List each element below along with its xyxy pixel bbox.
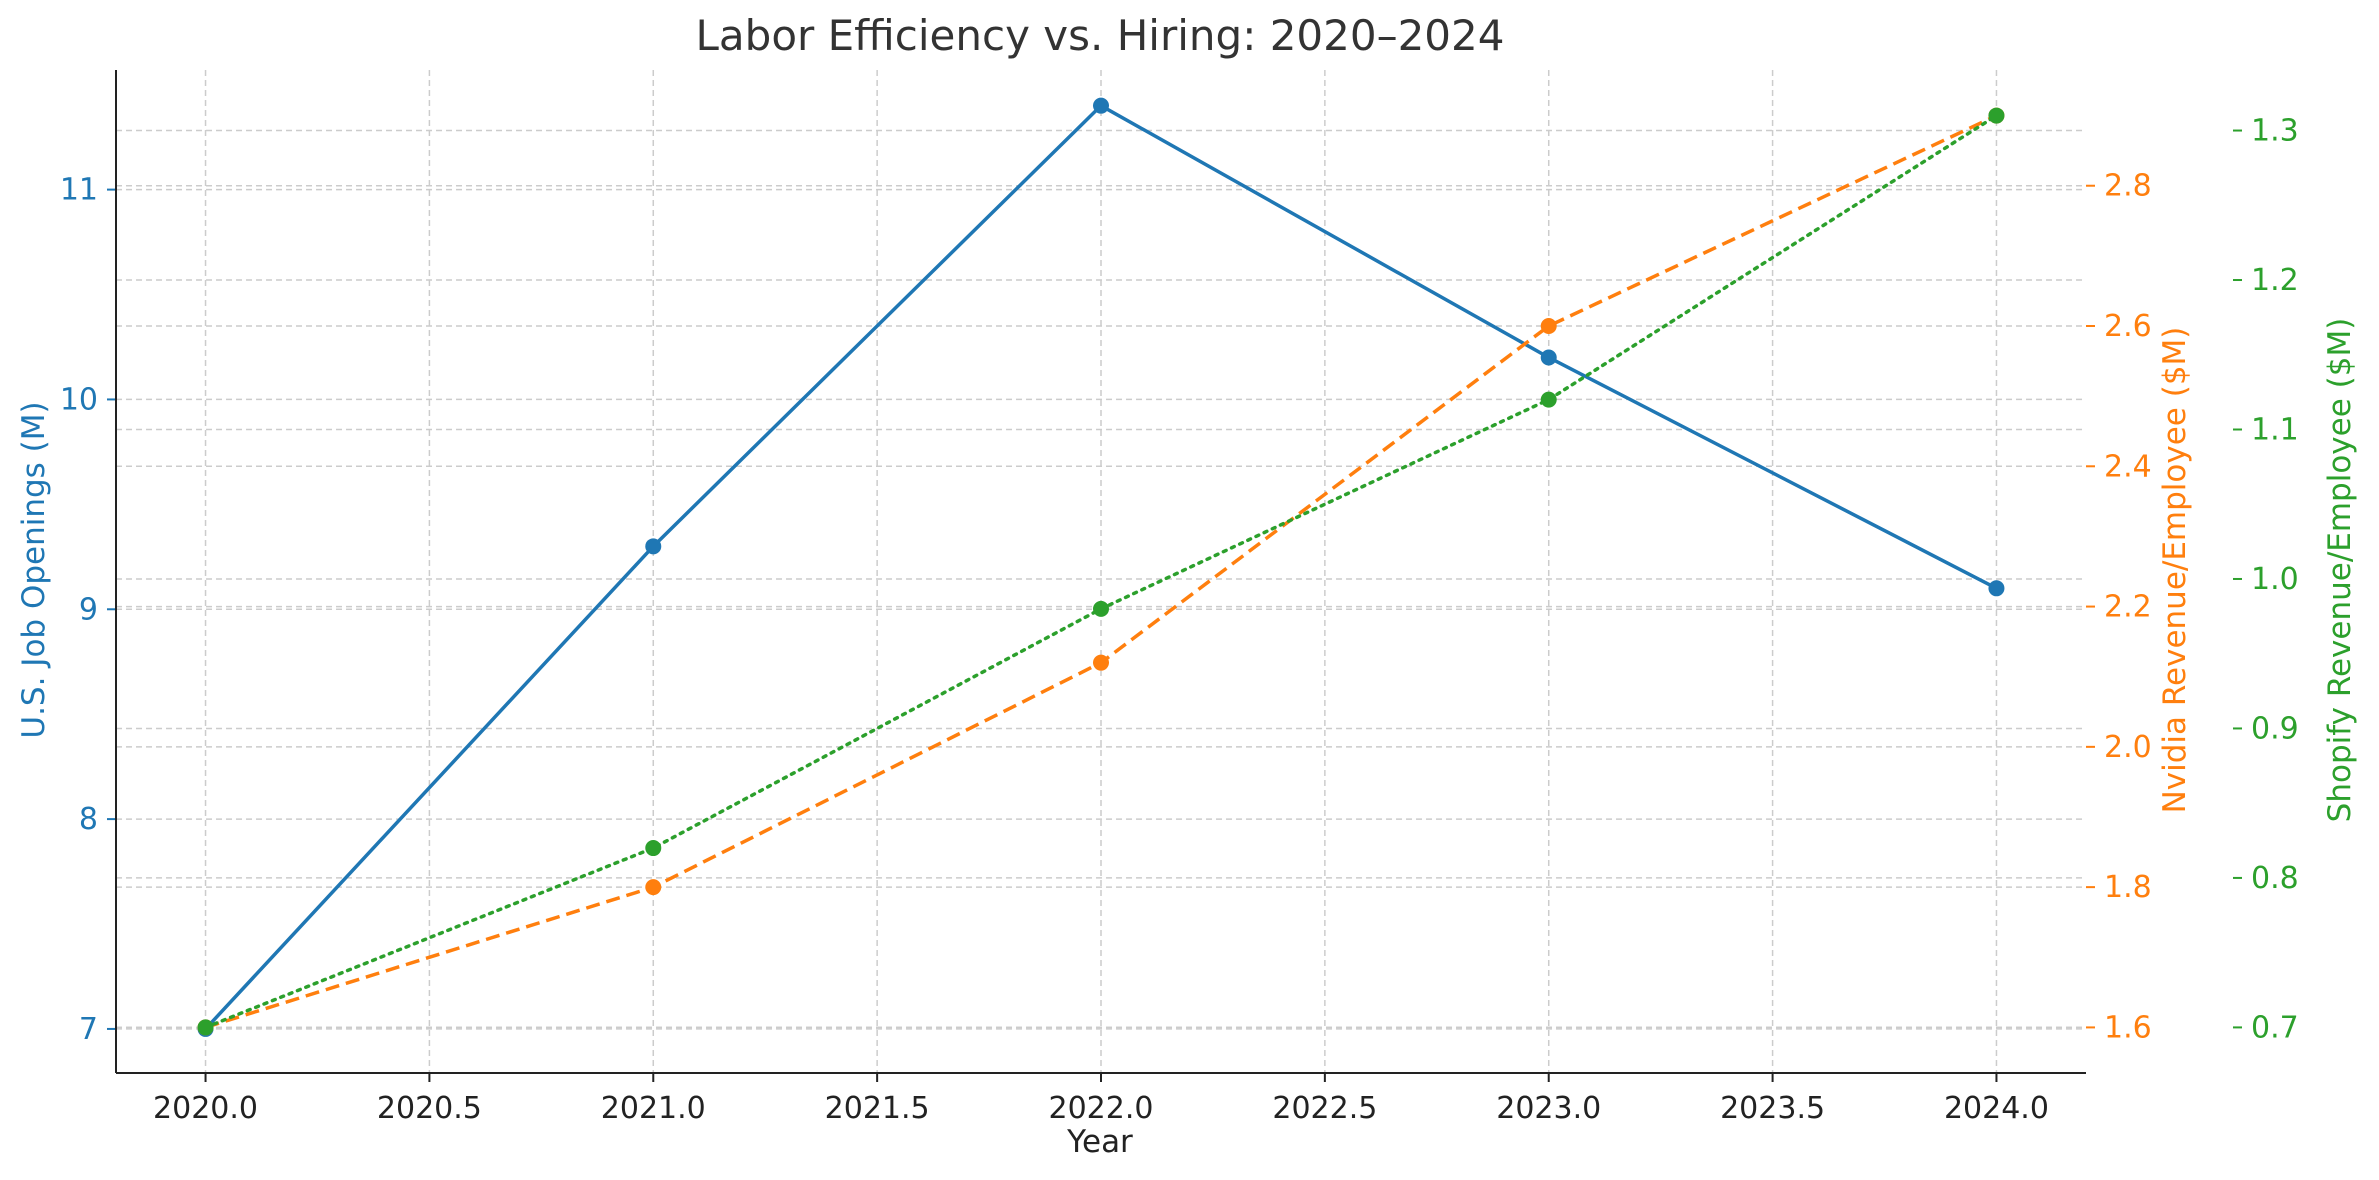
data-point-right2 (645, 840, 662, 857)
y-tick-label-right1: 2.8 (2104, 169, 2152, 204)
y-tick-label-right2: 0.8 (2251, 861, 2299, 896)
y-axis-label-nvidia: Nvidia Revenue/Employee ($M) (2157, 327, 2193, 814)
y-tick-label-left: 9 (79, 592, 98, 627)
y-tick-label-right1: 2.2 (2104, 590, 2152, 625)
y-axis-label-shopify: Shopify Revenue/Employee ($M) (2322, 318, 2358, 823)
data-point-left (1988, 580, 2005, 597)
data-point-right2 (1988, 107, 2005, 124)
y-tick-label-right1: 2.6 (2104, 309, 2152, 344)
y-tick-label-left: 7 (79, 1012, 98, 1047)
y-tick-label-right2: 0.7 (2251, 1010, 2299, 1045)
y-tick-label-left: 11 (60, 173, 98, 208)
x-tick-label: 2021.5 (825, 1091, 930, 1126)
y-tick-label-right2: 1.0 (2251, 562, 2299, 597)
y-tick-label-right2: 1.2 (2251, 263, 2299, 298)
data-point-left (645, 538, 662, 555)
y-tick-label-right2: 1.1 (2251, 412, 2299, 447)
x-tick-label: 2021.0 (601, 1091, 706, 1126)
x-tick-label: 2020.0 (153, 1091, 258, 1126)
x-tick-label: 2023.0 (1496, 1091, 1601, 1126)
data-point-right2 (1540, 391, 1557, 408)
y-tick-label-right1: 2.4 (2104, 449, 2152, 484)
y-tick-label-left: 8 (79, 802, 98, 837)
x-tick-label: 2024.0 (1944, 1091, 2049, 1126)
data-point-right1 (1093, 654, 1109, 671)
y-tick-label-left: 10 (60, 382, 98, 417)
x-tick-label: 2022.5 (1272, 1091, 1377, 1126)
x-tick-label: 2023.5 (1720, 1091, 1825, 1126)
y-axis-label-job-openings: U.S. Job Openings (M) (16, 401, 52, 738)
y-tick-label-right2: 0.9 (2251, 711, 2299, 746)
axes-layer: 2020.0 2020.5 2021.0 2021.5 2022.0 2022.5 2023… (60, 70, 2299, 1126)
y-tick-label-right1: 1.6 (2104, 1010, 2152, 1045)
data-point-left (1093, 97, 1109, 114)
x-axis-label: Year (1066, 1124, 1133, 1160)
series-layer (197, 97, 2005, 1037)
x-tick-label: 2022.0 (1049, 1091, 1154, 1126)
y-tick-label-right2: 1.3 (2251, 114, 2299, 149)
data-point-right2 (1093, 600, 1109, 617)
data-point-right2 (197, 1019, 214, 1036)
y-tick-label-right1: 1.8 (2104, 870, 2152, 905)
data-point-left (1540, 349, 1557, 366)
chart-title: Labor Efficiency vs. Hiring: 2020–2024 (696, 11, 1505, 60)
grid-layer (116, 70, 2086, 1073)
x-tick-label: 2020.5 (377, 1091, 482, 1126)
y-tick-label-right1: 2.0 (2104, 730, 2152, 765)
data-point-right1 (645, 879, 662, 896)
data-point-right1 (1540, 318, 1557, 335)
